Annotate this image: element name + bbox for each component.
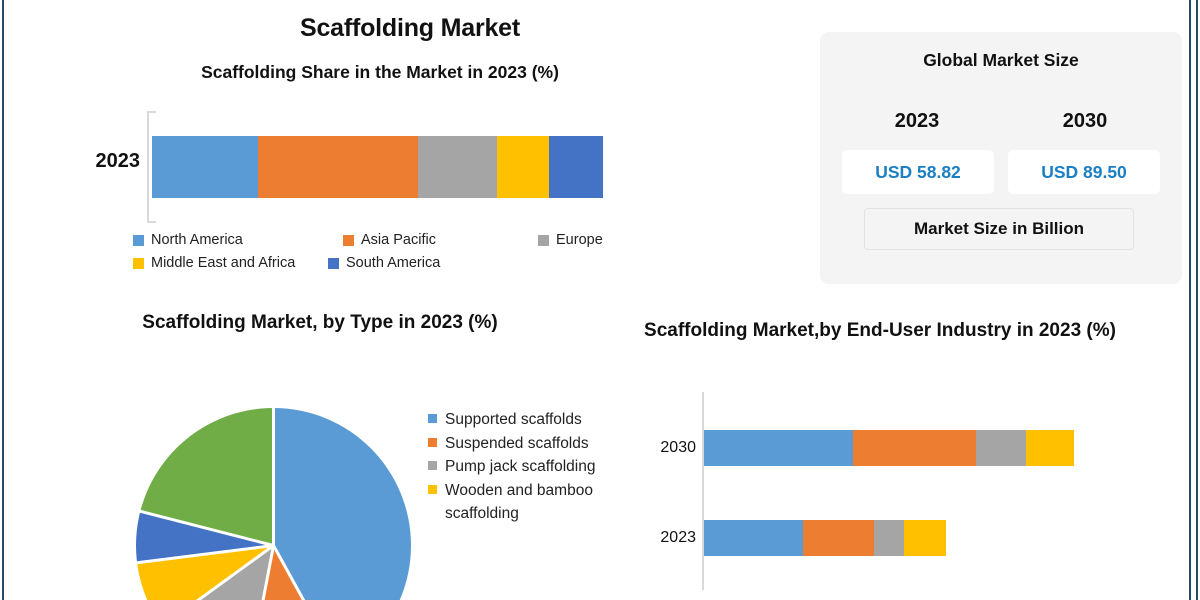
pie-legend-item: Wooden and bamboo scaffolding [428, 479, 643, 526]
end-user-bar-segment [852, 430, 976, 466]
global-market-size-card: Global Market Size 2023 2030 USD 58.82 U… [820, 32, 1182, 284]
share-chart-legend: North America Asia Pacific Europe Middle Ea… [133, 232, 693, 278]
pie-legend-item: Suspended scaffolds [428, 432, 643, 456]
legend-row: Middle East and Africa South America [133, 255, 693, 271]
end-user-chart-axis-line [702, 392, 704, 590]
global-market-size-years: 2023 2030 [842, 110, 1160, 133]
type-pie-title: Scaffolding Market, by Type in 2023 (%) [142, 312, 498, 333]
end-user-bar-segment [1025, 430, 1074, 466]
share-chart-category-label: 2023 [95, 150, 141, 172]
legend-swatch-icon [133, 234, 144, 246]
global-market-size-values: USD 58.82 USD 89.50 [842, 150, 1160, 194]
end-user-chart-plot: 2030 2023 [640, 392, 1180, 600]
left-edge-rule [2, 0, 4, 600]
share-stacked-bar [152, 136, 603, 198]
pie-legend-label: Wooden and bamboo scaffolding [445, 481, 593, 523]
end-user-bar-segment [803, 520, 874, 556]
end-user-bar-segment [903, 520, 946, 556]
market-size-year-2030: 2030 [1062, 110, 1108, 132]
end-user-category-label: 2030 [660, 439, 696, 456]
end-user-bar-segment [704, 520, 804, 556]
page-title: Scaffolding Market [299, 14, 521, 42]
pie-legend-label: Supported scaffolds [445, 411, 582, 428]
right-edge-rule-outer [1189, 0, 1191, 600]
end-user-chart-title: Scaffolding Market,by End-User Industry … [644, 320, 1116, 341]
pie-legend-label: Suspended scaffolds [445, 434, 589, 452]
share-bar-segment [497, 136, 549, 198]
end-user-stacked-bar [704, 520, 946, 556]
end-user-bar-segment [975, 430, 1026, 466]
right-edge-rule-inner [1196, 0, 1198, 600]
share-bar-segment [418, 136, 497, 198]
pie-legend-swatch-icon [428, 461, 437, 471]
pie-legend-swatch-icon [428, 414, 437, 423]
end-user-category-label: 2023 [660, 529, 696, 546]
share-chart-plot: 2023 [0, 105, 700, 230]
legend-label: South America [346, 255, 441, 271]
end-user-bar-segment [704, 430, 853, 466]
market-size-value-2023: USD 58.82 [842, 150, 994, 194]
pie-legend-swatch-icon [428, 437, 437, 447]
share-bar-segment [152, 136, 258, 198]
legend-swatch-icon [538, 234, 549, 246]
legend-item-middle-east-and-africa: Middle East and Africa [133, 255, 328, 271]
type-pie-legend: Supported scaffolds Suspended scaffolds Pu… [428, 408, 643, 526]
type-pie-chart [136, 408, 411, 600]
legend-label: Middle East and Africa [151, 255, 296, 271]
global-market-size-title: Global Market Size [923, 50, 1079, 70]
pie-legend-label: Pump jack scaffolding [445, 458, 596, 476]
legend-row: North America Asia Pacific Europe [133, 232, 693, 248]
share-chart-title: Scaffolding Share in the Market in 2023 … [201, 62, 559, 82]
market-size-value-2030: USD 89.50 [1008, 150, 1160, 194]
pie-slice-separators [136, 408, 306, 600]
pie-legend-item: Supported scaffolds [428, 408, 643, 432]
legend-item-europe: Europe [538, 232, 658, 248]
legend-item-south-america: South America [328, 255, 503, 271]
legend-label: North America [151, 232, 243, 248]
pie-legend-item: Pump jack scaffolding [428, 455, 643, 479]
legend-swatch-icon [133, 257, 144, 269]
market-size-unit-note: Market Size in Billion [864, 208, 1134, 250]
legend-label: Asia Pacific [361, 232, 436, 248]
end-user-bar-segment [873, 520, 904, 556]
share-bar-segment [257, 136, 419, 198]
end-user-stacked-bar [704, 430, 1074, 466]
legend-swatch-icon [328, 257, 339, 269]
legend-swatch-icon [343, 234, 354, 246]
legend-item-asia-pacific: Asia Pacific [343, 232, 538, 248]
share-bar-segment [548, 136, 603, 198]
market-size-year-2023: 2023 [894, 110, 940, 132]
legend-label: Europe [556, 232, 603, 248]
pie-legend-swatch-icon [428, 484, 437, 494]
share-chart-axis-bracket [147, 111, 156, 223]
legend-item-north-america: North America [133, 232, 343, 248]
